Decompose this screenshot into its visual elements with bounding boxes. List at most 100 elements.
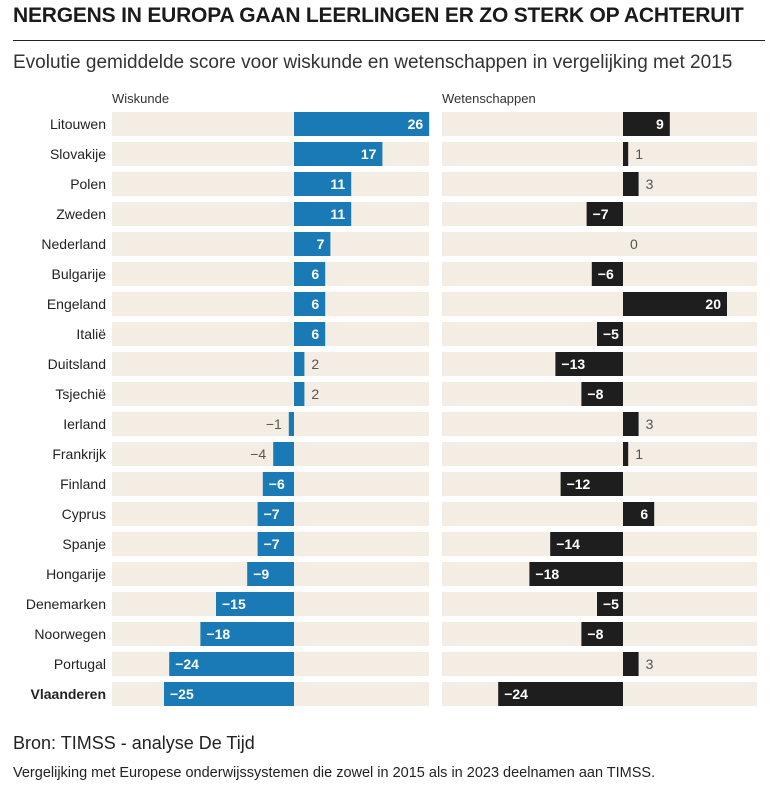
value-label-wetenschappen: −7 bbox=[593, 206, 609, 222]
bar-wiskunde bbox=[294, 382, 305, 406]
value-label-wiskunde: 6 bbox=[311, 326, 319, 342]
row-label: Cyprus bbox=[62, 506, 106, 522]
row-background bbox=[442, 142, 757, 166]
value-label-wiskunde: −7 bbox=[264, 506, 280, 522]
bar-wetenschappen bbox=[623, 142, 629, 166]
bar-wiskunde bbox=[294, 172, 352, 196]
row-label: Engeland bbox=[47, 296, 106, 312]
row-background bbox=[442, 232, 757, 256]
row-background bbox=[442, 652, 757, 676]
value-label-wetenschappen: 1 bbox=[635, 446, 643, 462]
value-label-wetenschappen: 0 bbox=[630, 236, 638, 252]
row-background bbox=[112, 232, 429, 256]
bar-wetenschappen bbox=[623, 442, 629, 466]
bar-wiskunde bbox=[294, 202, 352, 226]
value-label-wetenschappen: 3 bbox=[646, 656, 654, 672]
row-label: Spanje bbox=[62, 536, 106, 552]
bar-wetenschappen bbox=[586, 202, 623, 226]
row-label: Noorwegen bbox=[34, 626, 106, 642]
value-label-wiskunde: 17 bbox=[361, 146, 377, 162]
row-label: Litouwen bbox=[50, 116, 106, 132]
bar-wiskunde bbox=[247, 562, 294, 586]
bar-wetenschappen bbox=[597, 592, 623, 616]
row-background bbox=[112, 172, 429, 196]
row-background bbox=[442, 112, 757, 136]
value-label-wetenschappen: −8 bbox=[587, 626, 603, 642]
value-label-wiskunde: −7 bbox=[264, 536, 280, 552]
value-label-wiskunde: 11 bbox=[330, 206, 345, 222]
value-label-wetenschappen: −6 bbox=[598, 266, 614, 282]
row-background bbox=[442, 442, 757, 466]
bar-wetenschappen bbox=[623, 502, 655, 526]
value-label-wetenschappen: 20 bbox=[705, 296, 721, 312]
row-label: Denemarken bbox=[26, 596, 106, 612]
row-label: Duitsland bbox=[48, 356, 106, 372]
value-label-wiskunde: −18 bbox=[206, 626, 230, 642]
bar-wiskunde bbox=[200, 622, 294, 646]
row-background bbox=[112, 262, 429, 286]
value-label-wetenschappen: 1 bbox=[635, 146, 643, 162]
row-label: Frankrijk bbox=[52, 446, 107, 462]
value-label-wetenschappen: −12 bbox=[567, 476, 591, 492]
row-background bbox=[112, 442, 429, 466]
value-label-wiskunde: 7 bbox=[317, 236, 325, 252]
row-background bbox=[112, 322, 429, 346]
row-background bbox=[112, 352, 429, 376]
row-label: Ierland bbox=[63, 416, 106, 432]
value-label-wiskunde: 6 bbox=[311, 296, 319, 312]
row-label: Polen bbox=[70, 176, 106, 192]
bar-wetenschappen bbox=[581, 382, 623, 406]
row-background bbox=[112, 292, 429, 316]
bar-wetenschappen bbox=[623, 412, 639, 436]
chart-subtitle: Evolutie gemiddelde score voor wiskunde … bbox=[13, 52, 733, 73]
row-label: Bulgarije bbox=[52, 266, 107, 282]
value-label-wetenschappen: 3 bbox=[646, 176, 654, 192]
bar-wiskunde bbox=[273, 442, 294, 466]
bar-wetenschappen bbox=[623, 652, 639, 676]
value-label-wiskunde: −1 bbox=[266, 416, 282, 432]
value-label-wiskunde: −24 bbox=[175, 656, 199, 672]
bar-wetenschappen bbox=[550, 532, 623, 556]
value-label-wiskunde: −15 bbox=[222, 596, 246, 612]
bar-wetenschappen bbox=[498, 682, 623, 706]
bar-wetenschappen bbox=[623, 292, 727, 316]
value-label-wiskunde: −6 bbox=[269, 476, 285, 492]
row-label: Vlaanderen bbox=[31, 686, 106, 702]
row-background bbox=[112, 202, 429, 226]
bar-wiskunde bbox=[294, 112, 430, 136]
bar-wiskunde bbox=[294, 322, 326, 346]
bar-wetenschappen bbox=[623, 172, 639, 196]
row-background bbox=[442, 412, 757, 436]
row-label: Italië bbox=[76, 326, 106, 342]
value-label-wetenschappen: −13 bbox=[561, 356, 585, 372]
bar-wetenschappen bbox=[591, 262, 623, 286]
bar-wiskunde bbox=[257, 532, 294, 556]
row-label: Slovakije bbox=[50, 146, 106, 162]
bar-wiskunde bbox=[169, 652, 294, 676]
bar-wiskunde bbox=[288, 412, 294, 436]
row-label: Hongarije bbox=[46, 566, 106, 582]
value-label-wiskunde: 2 bbox=[311, 356, 319, 372]
bar-wetenschappen bbox=[560, 472, 623, 496]
bar-wetenschappen bbox=[597, 322, 623, 346]
value-label-wetenschappen: 3 bbox=[646, 416, 654, 432]
panel-header-wetenschappen: Wetenschappen bbox=[442, 91, 536, 106]
title-divider bbox=[13, 40, 765, 41]
chart-title: NERGENS IN EUROPA GAAN LEERLINGEN ER ZO … bbox=[13, 4, 744, 27]
bar-wiskunde bbox=[294, 262, 326, 286]
footnote-text: Vergelijking met Europese onderwijssyste… bbox=[13, 765, 656, 781]
row-label: Tsjechië bbox=[55, 386, 106, 402]
bar-wetenschappen bbox=[581, 622, 623, 646]
value-label-wetenschappen: −8 bbox=[587, 386, 603, 402]
bar-wetenschappen bbox=[529, 562, 623, 586]
bar-wetenschappen bbox=[623, 112, 670, 136]
value-label-wetenschappen: −5 bbox=[603, 596, 619, 612]
bar-wiskunde bbox=[216, 592, 294, 616]
value-label-wetenschappen: −24 bbox=[504, 686, 528, 702]
row-label: Nederland bbox=[41, 236, 106, 252]
panel-header-wiskunde: Wiskunde bbox=[112, 91, 169, 106]
bar-wiskunde bbox=[262, 472, 294, 496]
value-label-wetenschappen: −5 bbox=[603, 326, 619, 342]
row-background bbox=[112, 382, 429, 406]
value-label-wiskunde: −25 bbox=[170, 686, 194, 702]
